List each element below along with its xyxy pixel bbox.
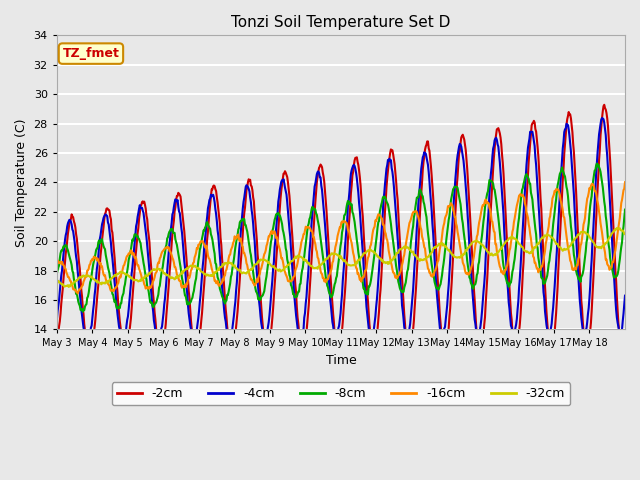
X-axis label: Time: Time: [326, 354, 356, 367]
Y-axis label: Soil Temperature (C): Soil Temperature (C): [15, 118, 28, 247]
Text: TZ_fmet: TZ_fmet: [63, 47, 120, 60]
Legend: -2cm, -4cm, -8cm, -16cm, -32cm: -2cm, -4cm, -8cm, -16cm, -32cm: [112, 383, 570, 406]
Title: Tonzi Soil Temperature Set D: Tonzi Soil Temperature Set D: [231, 15, 451, 30]
